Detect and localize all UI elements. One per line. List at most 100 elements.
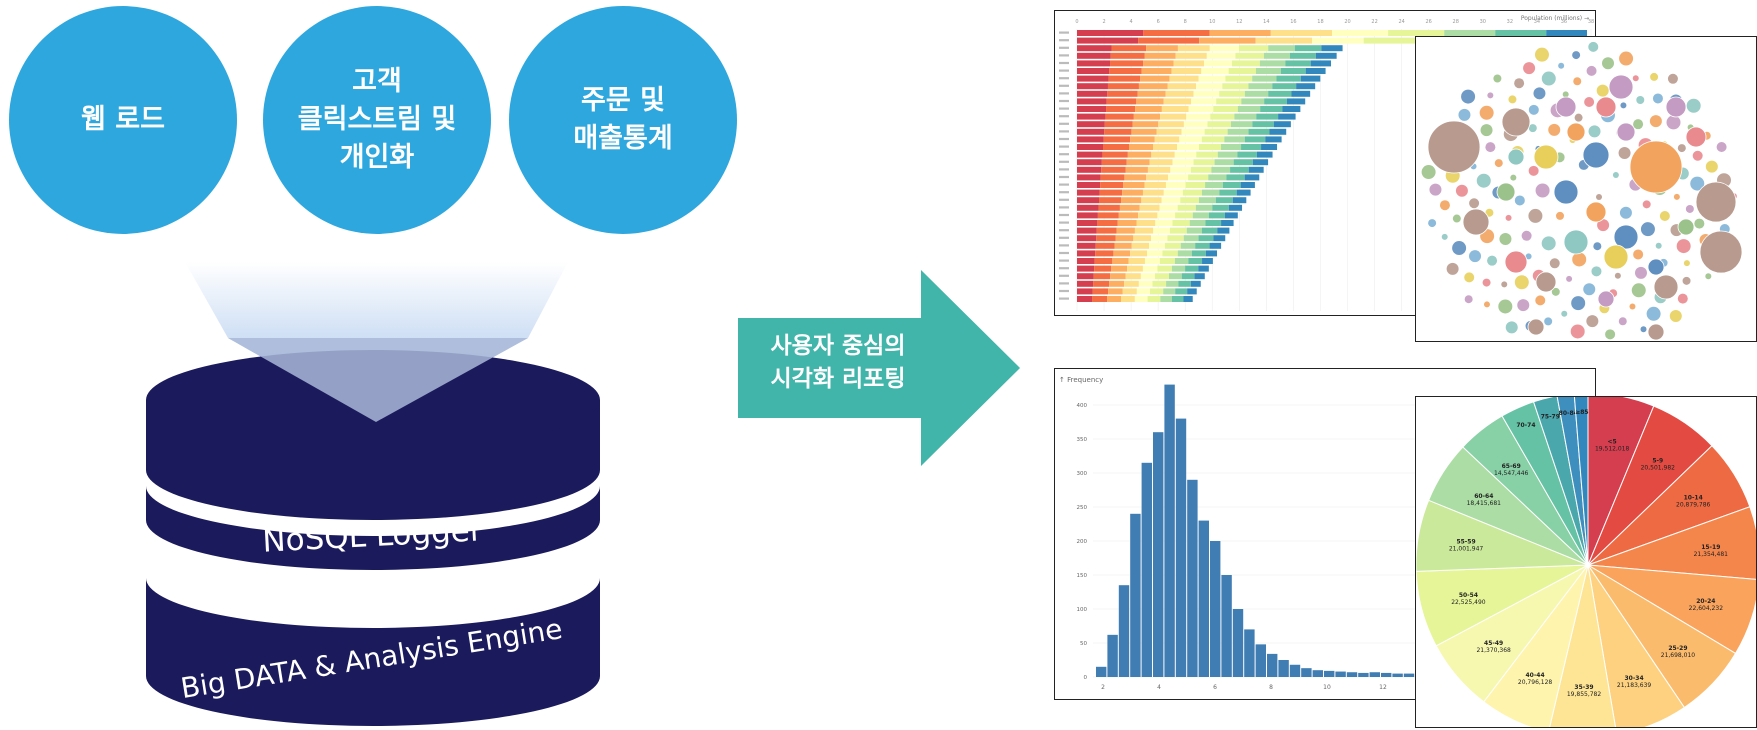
- stacked-segment: [1077, 106, 1107, 112]
- stacked-segment: [1201, 68, 1229, 74]
- stacked-segment: [1186, 227, 1202, 234]
- stacked-segment: [1095, 250, 1114, 257]
- stacked-segment: [1129, 144, 1154, 150]
- stacked-segment: [1226, 174, 1245, 181]
- stacked-segment: [1211, 166, 1231, 173]
- bubble: [1659, 210, 1670, 221]
- stacked-segment: [1285, 60, 1311, 67]
- pie-slice-value: 21,354,481: [1694, 551, 1729, 558]
- x-tick-label: 2: [1101, 684, 1105, 691]
- bubble: [1480, 124, 1493, 137]
- bubble: [1573, 77, 1582, 86]
- bubble: [1585, 201, 1607, 223]
- stacked-segment: [1077, 174, 1101, 181]
- stacked-segment: [1161, 106, 1189, 112]
- stacked-segment: [1289, 52, 1316, 59]
- stacked-segment: [1138, 280, 1153, 287]
- stacked-segment: [1128, 258, 1145, 264]
- pie-slice-value: 22,525,490: [1451, 599, 1486, 606]
- stacked-segment: [1139, 204, 1160, 211]
- stacked-segment: [1276, 75, 1301, 82]
- stacked-segment: [1149, 159, 1173, 166]
- histogram-bar: [1278, 660, 1289, 677]
- stacked-segment: [1495, 30, 1547, 36]
- bubble: [1640, 222, 1655, 237]
- stacked-segment: [1110, 60, 1144, 67]
- bubble: [1485, 208, 1494, 217]
- bubble: [1586, 65, 1597, 76]
- y-tick-label: 400: [1077, 403, 1088, 409]
- stacked-segment: [1194, 273, 1205, 280]
- circle-label-line: 클릭스트림 및: [297, 104, 457, 136]
- stacked-segment: [1154, 136, 1180, 143]
- stacked-segment: [1099, 197, 1122, 204]
- stacked-segment: [1198, 235, 1214, 242]
- stacked-segment: [1077, 280, 1094, 287]
- bubble: [1633, 249, 1644, 260]
- x-tick-label: 22: [1371, 19, 1377, 25]
- row-label: [1059, 259, 1069, 262]
- stacked-segment: [1077, 151, 1103, 158]
- bubble: [1514, 195, 1525, 206]
- stacked-segment: [1167, 235, 1184, 242]
- arrow-label: 사용자 중심의 시각화 리포팅: [738, 330, 938, 397]
- pie-slice-label: 70-74: [1516, 422, 1535, 429]
- pie-chart-panel: <5 19,512,018 5-9 20,501,982 10-14 20,879,786…: [1415, 396, 1757, 728]
- stacked-segment: [1077, 136, 1104, 143]
- stacked-segment: [1171, 265, 1186, 272]
- bubble: [1591, 266, 1602, 277]
- stacked-segment: [1252, 75, 1277, 82]
- histogram-bar: [1118, 585, 1130, 677]
- bubble: [1558, 62, 1565, 69]
- stacked-segment: [1208, 212, 1225, 219]
- stacked-segment: [1234, 113, 1257, 120]
- bubble: [1427, 120, 1481, 174]
- bubble: [1603, 244, 1629, 270]
- stacked-segment: [1077, 220, 1098, 226]
- bubble: [1618, 147, 1631, 160]
- stacked-segment: [1077, 235, 1097, 242]
- bubble: [1525, 253, 1532, 260]
- bubble: [1566, 122, 1586, 142]
- bubble: [1570, 324, 1585, 339]
- stacked-segment: [1204, 128, 1228, 135]
- row-label: [1059, 274, 1069, 277]
- bubble: [1541, 236, 1556, 251]
- stacked-segment: [1123, 182, 1145, 188]
- bubble: [1692, 150, 1703, 161]
- stacked-segment: [1221, 144, 1242, 150]
- stacked-segment: [1077, 250, 1096, 257]
- stacked-segment: [1228, 204, 1243, 211]
- bubble: [1595, 96, 1617, 118]
- bubble: [1705, 160, 1718, 173]
- histogram-bar: [1175, 418, 1187, 677]
- stacked-segment: [1097, 220, 1118, 226]
- bubble: [1620, 102, 1627, 109]
- bubble: [1673, 193, 1680, 200]
- stacked-segment: [1127, 151, 1152, 158]
- bubble: [1647, 323, 1665, 341]
- stacked-segment: [1117, 220, 1137, 226]
- stacked-segment: [1144, 258, 1160, 264]
- histogram-bar: [1335, 671, 1346, 677]
- histogram-bar: [1403, 673, 1415, 677]
- stacked-segment: [1300, 75, 1321, 82]
- stacked-segment: [1312, 37, 1364, 44]
- bubble: [1705, 273, 1712, 280]
- stacked-segment: [1183, 235, 1199, 242]
- bubble: [1596, 84, 1609, 97]
- stacked-segment: [1156, 128, 1182, 135]
- stacked-segment: [1230, 121, 1253, 128]
- stacked-segment: [1169, 273, 1182, 280]
- stacked-segment: [1166, 280, 1179, 287]
- y-tick-label: 0: [1084, 675, 1088, 681]
- pie-slice-label: 5-9: [1652, 458, 1663, 465]
- stacked-segment: [1256, 113, 1279, 120]
- stacked-segment: [1205, 182, 1223, 188]
- stacked-segment: [1296, 83, 1316, 90]
- stacked-segment: [1077, 212, 1098, 219]
- stacked-segment: [1265, 136, 1282, 143]
- row-label: [1059, 77, 1069, 80]
- bubble: [1636, 96, 1645, 105]
- stacked-segment: [1077, 45, 1112, 52]
